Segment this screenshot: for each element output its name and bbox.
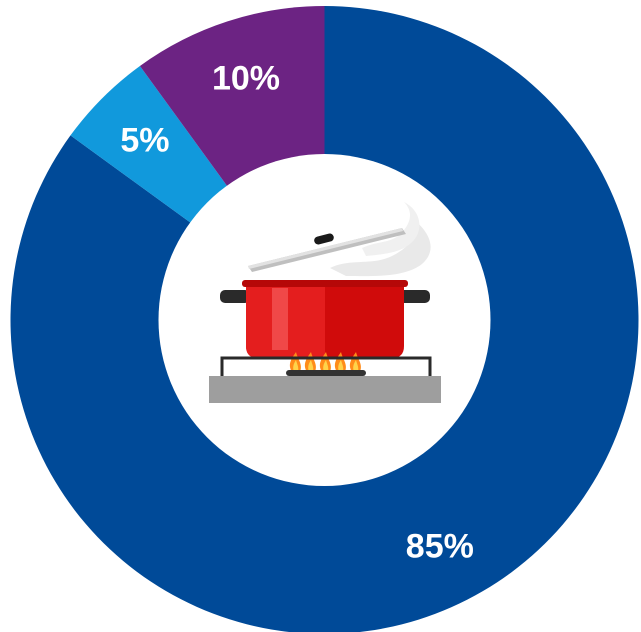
slice-label-2: 10%	[212, 59, 280, 97]
slice-labels: 85% 5% 10%	[120, 59, 474, 565]
slice-label-1: 5%	[120, 121, 169, 159]
slice-label-0: 85%	[406, 527, 474, 565]
donut-slice-0	[10, 6, 639, 632]
cooking-pot-on-stove-icon	[209, 202, 441, 403]
